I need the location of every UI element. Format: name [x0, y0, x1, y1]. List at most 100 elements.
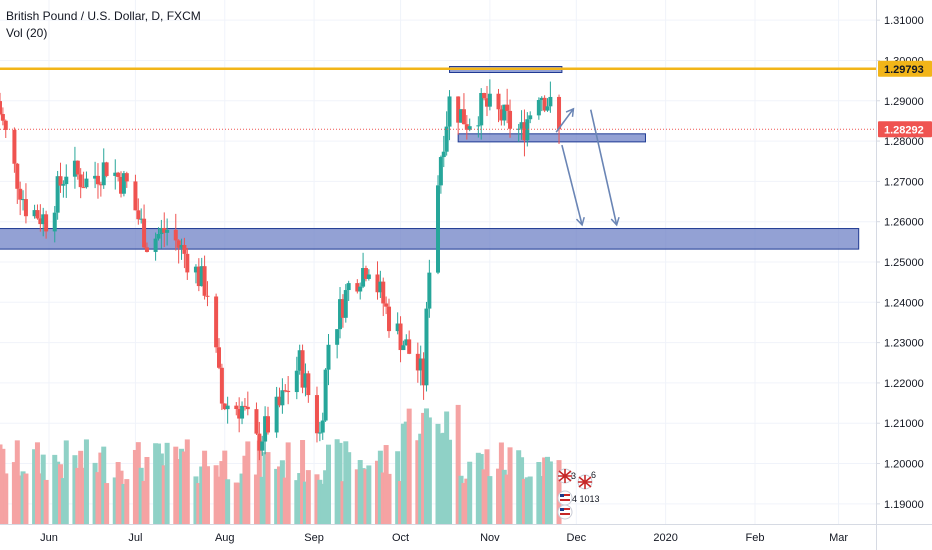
candle-body: [395, 323, 400, 332]
volume-bar: [204, 466, 210, 524]
candle-body: [300, 350, 305, 388]
volume-bar: [305, 470, 311, 524]
volume-bar: [374, 460, 380, 524]
candle-body: [222, 403, 227, 410]
candle-body: [536, 100, 541, 116]
y-tick-label-12: 1.19000: [884, 499, 924, 511]
candle-body: [18, 188, 23, 200]
projection-arrow-2[interactable]: [589, 109, 620, 227]
volume-bar: [225, 479, 231, 524]
volume-bar: [323, 470, 329, 524]
candle-body: [144, 247, 149, 252]
candle-body: [116, 172, 121, 177]
candle-body: [317, 432, 322, 434]
zone-1[interactable]: [457, 133, 646, 143]
candle-body: [548, 96, 553, 107]
candle-body: [165, 229, 170, 233]
volume-bar: [314, 474, 320, 524]
volume-bar: [83, 439, 89, 524]
volume-bar: [524, 477, 530, 524]
candle-body: [78, 174, 83, 188]
volume-bar: [545, 456, 550, 524]
volume-bar: [354, 469, 360, 524]
candle-body: [418, 358, 423, 371]
volume-bar: [498, 442, 504, 524]
candle-body: [522, 122, 527, 141]
volume-bar: [0, 448, 6, 524]
projection-arrows[interactable]: [555, 107, 620, 227]
y-tick-label-3: 1.28000: [884, 136, 924, 148]
current-price-tag-bg[interactable]: [878, 121, 932, 138]
economic-event-badges[interactable]: 3 6 4 1013: [557, 468, 600, 520]
volume-bar: [193, 476, 199, 524]
x-tick-label-1: Jul: [128, 532, 142, 544]
current-price-tag[interactable]: 1.28292: [884, 124, 924, 136]
candle-body: [303, 373, 308, 388]
volume-bar: [484, 449, 490, 524]
volume-bar: [58, 464, 64, 524]
us-event-count: 4 1013: [572, 494, 600, 504]
candle-body: [415, 353, 420, 371]
candle-body: [75, 160, 80, 175]
volume-bar: [435, 423, 441, 524]
candle-body: [499, 109, 504, 121]
candle-body: [185, 253, 190, 273]
candle-body: [15, 163, 20, 189]
projection-arrow-0[interactable]: [555, 107, 575, 133]
volume-bar: [112, 477, 118, 524]
x-tick-label-2: Aug: [215, 532, 235, 544]
volume-bar: [380, 472, 386, 524]
resistance-price-tag-bg[interactable]: [878, 60, 932, 77]
volume-bar: [265, 452, 271, 524]
volume-indicator-label[interactable]: Vol (20): [6, 26, 48, 40]
candle-body: [0, 114, 5, 121]
volume-bar: [158, 453, 164, 524]
candle-body: [3, 120, 8, 130]
volume-bar: [426, 417, 432, 524]
resistance-price-tag[interactable]: 1.29793: [884, 64, 924, 76]
volume-bar: [395, 451, 401, 524]
volume-bar: [92, 462, 98, 524]
candle-body: [263, 416, 268, 442]
volume-bar: [115, 462, 121, 524]
candle-body: [438, 157, 443, 186]
projection-arrow-1[interactable]: [561, 144, 585, 227]
volume-bar: [259, 476, 265, 524]
candle-body: [182, 244, 187, 254]
volume-bar: [501, 469, 507, 524]
us-flag-canton-icon: [560, 494, 564, 497]
volume-bar: [547, 461, 553, 524]
volume-bar: [202, 450, 208, 524]
candle-body: [257, 433, 262, 451]
volume-bar: [17, 475, 23, 524]
x-tick-label-4: Oct: [392, 532, 409, 544]
volume-bar: [504, 474, 510, 524]
volume-bar: [98, 452, 104, 524]
volume-bar: [423, 408, 429, 524]
candle-body: [314, 395, 319, 434]
volume-bar: [458, 475, 464, 524]
candle-body: [427, 272, 432, 309]
x-tick-label-0: Jun: [40, 532, 58, 544]
volume-bar: [176, 459, 182, 524]
us-flag-icon-2[interactable]: [557, 504, 573, 520]
candle-body: [516, 128, 521, 130]
us-flag-icon[interactable]: [557, 490, 573, 506]
volume-bar: [216, 476, 222, 524]
zone-2[interactable]: [0, 228, 860, 250]
volume-bar: [366, 465, 372, 524]
volume-bar: [75, 467, 81, 524]
volume-bar: [184, 439, 190, 524]
volume-bar: [521, 478, 527, 524]
volume-bar: [337, 442, 343, 524]
volume-bar: [400, 423, 406, 524]
candle-body: [407, 339, 412, 354]
price-lines[interactable]: [0, 67, 876, 130]
volume-bar: [527, 476, 533, 524]
volume-bar: [242, 455, 248, 524]
volume-bar: [239, 473, 245, 524]
volume-bar: [181, 451, 187, 524]
volume-bar: [464, 478, 470, 524]
